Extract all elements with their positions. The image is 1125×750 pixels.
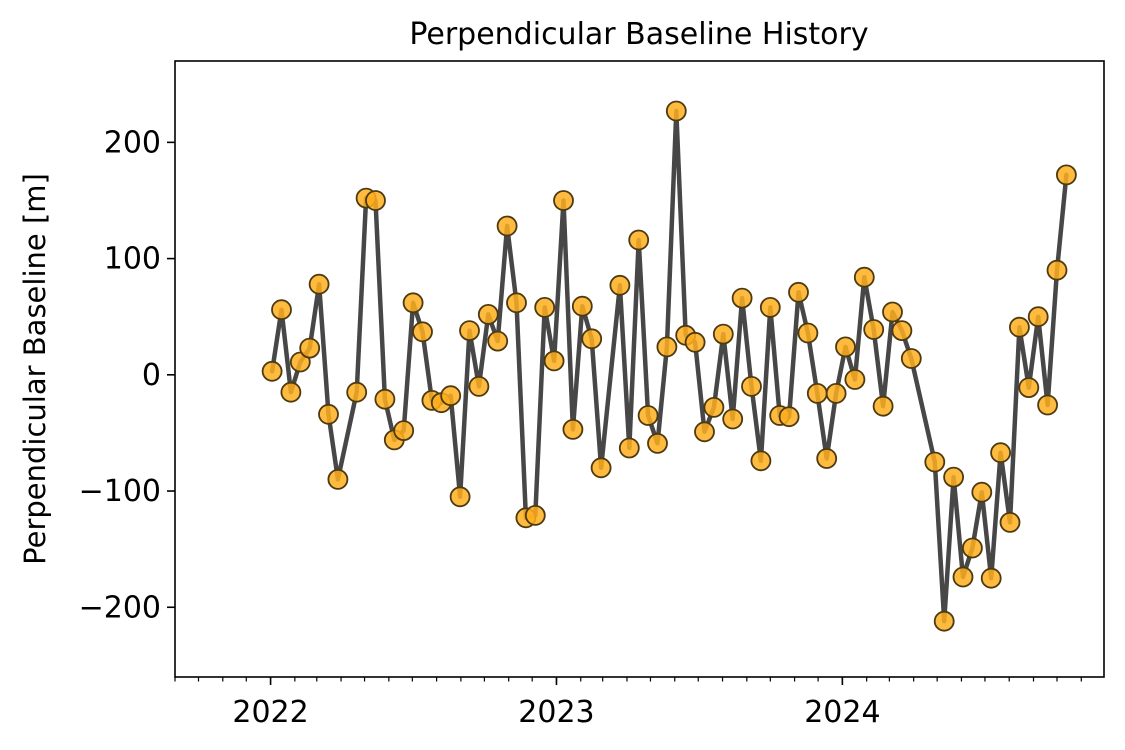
data-point <box>759 296 781 318</box>
data-point <box>553 190 574 211</box>
data-point <box>778 406 800 428</box>
y-tick-label: −200 <box>79 590 161 625</box>
x-tick-label: 2023 <box>518 695 594 730</box>
data-point <box>571 295 593 317</box>
data-point <box>365 190 386 211</box>
data-point <box>750 450 772 472</box>
data-point <box>806 382 828 404</box>
data-point <box>468 375 490 397</box>
data-point <box>562 418 584 440</box>
chart-title: Perpendicular Baseline History <box>409 17 868 52</box>
baseline-series-line <box>269 108 1069 624</box>
data-point <box>694 421 715 443</box>
data-point <box>487 330 509 352</box>
data-point <box>722 408 744 430</box>
data-point <box>647 432 668 454</box>
data-point <box>952 566 974 588</box>
data-point <box>971 481 993 503</box>
data-point <box>712 323 734 345</box>
data-point <box>590 457 612 479</box>
data-point <box>496 215 518 237</box>
data-point <box>797 322 819 344</box>
data-point <box>943 466 964 488</box>
data-point <box>609 274 631 296</box>
data-point <box>1046 259 1068 281</box>
data-point <box>665 100 687 122</box>
data-point <box>412 321 433 343</box>
data-point <box>788 281 809 303</box>
data-point <box>1018 377 1040 399</box>
data-point <box>990 442 1011 464</box>
x-tick-label: 2022 <box>232 695 308 730</box>
data-point <box>308 273 330 295</box>
y-tick-label: −100 <box>79 474 161 509</box>
data-point <box>872 395 894 417</box>
data-point <box>980 567 1002 589</box>
data-point <box>534 296 556 318</box>
plot-frame <box>174 60 1105 678</box>
data-point <box>933 610 955 632</box>
data-point <box>1056 164 1077 186</box>
data-point <box>741 375 762 397</box>
data-point <box>637 405 659 426</box>
data-point <box>924 451 946 473</box>
data-point <box>900 348 922 369</box>
data-point <box>656 336 678 358</box>
y-tick-label: 200 <box>104 125 161 160</box>
data-point <box>618 437 640 459</box>
data-point <box>581 328 603 350</box>
data-point <box>882 301 903 323</box>
data-point <box>844 369 866 390</box>
data-point <box>346 381 368 403</box>
data-point <box>543 350 565 372</box>
data-point <box>628 229 650 251</box>
data-point <box>1009 316 1030 338</box>
data-point <box>318 403 339 425</box>
data-point <box>684 331 706 353</box>
data-point <box>703 396 725 418</box>
x-tick-label: 2024 <box>804 695 880 730</box>
data-point <box>459 320 480 342</box>
data-point <box>402 292 424 314</box>
data-point <box>261 360 283 382</box>
data-point <box>853 266 875 288</box>
data-point <box>962 537 983 559</box>
y-axis-label: Perpendicular Baseline [m] <box>18 173 52 565</box>
data-point <box>271 299 292 321</box>
data-point <box>731 287 753 309</box>
data-point <box>1037 394 1058 416</box>
data-point <box>816 448 838 469</box>
data-point <box>999 512 1021 533</box>
data-point <box>449 486 471 508</box>
y-tick-label: 100 <box>104 242 161 277</box>
axis-layer: 200 100 0 −100 −200 2022 2023 2024 <box>79 125 1082 730</box>
data-point <box>506 292 527 314</box>
data-point <box>327 468 349 490</box>
data-point <box>835 336 856 358</box>
data-point <box>1027 306 1049 328</box>
data-point <box>524 505 546 526</box>
data-point <box>440 385 462 407</box>
data-point <box>280 381 302 403</box>
data-point <box>863 319 885 340</box>
data-point <box>393 420 415 442</box>
data-point <box>299 337 321 359</box>
data-layer <box>261 100 1077 632</box>
data-point <box>891 320 913 342</box>
y-tick-label: 0 <box>142 358 161 393</box>
data-point <box>825 382 847 404</box>
data-point <box>374 388 396 410</box>
data-point <box>477 303 499 325</box>
